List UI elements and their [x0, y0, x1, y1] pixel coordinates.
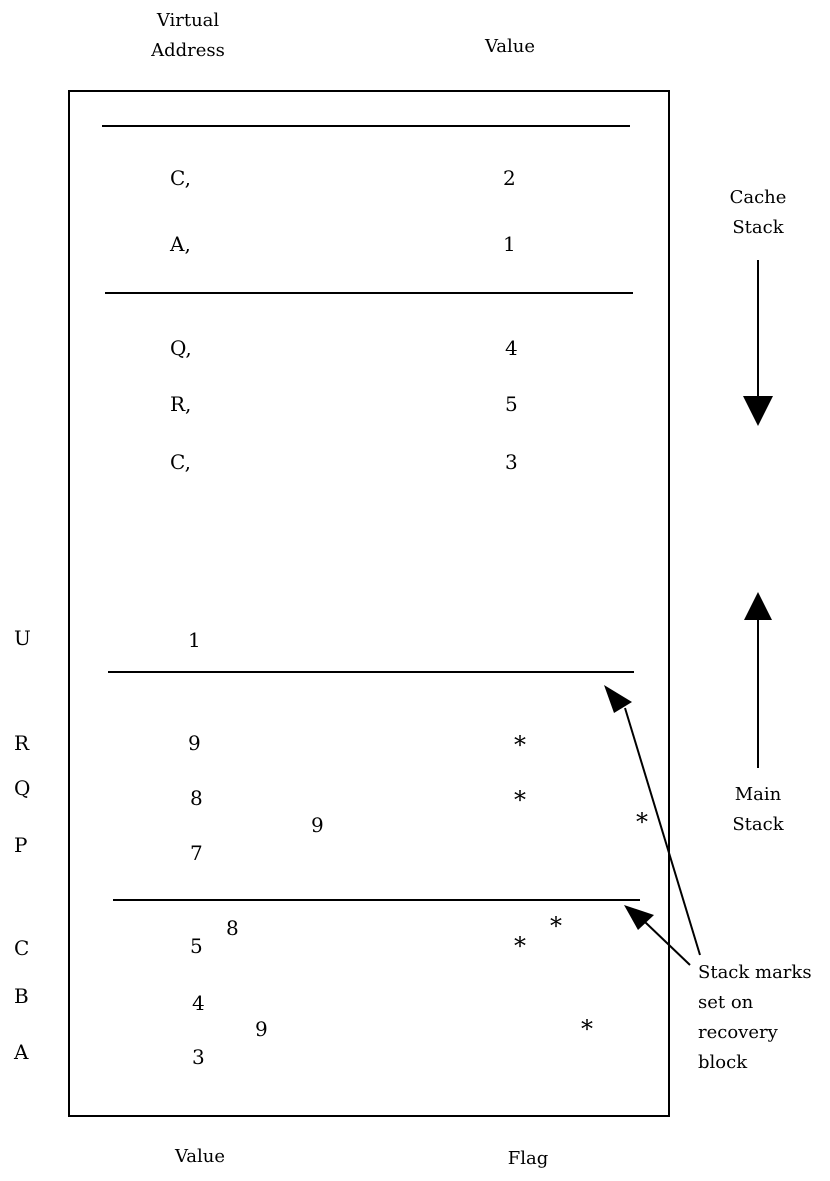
cache-row-value: 4 [505, 336, 518, 360]
virtual-address-header: Virtual Address [151, 10, 225, 61]
main-row-name: B [14, 984, 29, 1008]
main-row-name: Q [14, 776, 31, 800]
main-row-value: 3 [192, 1045, 205, 1069]
main-row-value: 1 [188, 628, 201, 652]
stack-mark-pointer-lower [644, 921, 691, 966]
stack-mark-pointer-upper [624, 707, 701, 956]
main-row-name: A [14, 1040, 29, 1064]
value-footer: Value [174, 1146, 226, 1167]
overwrite-value: 9 [311, 813, 324, 837]
cache-row-address: C, [170, 166, 191, 190]
cache-stack-label: Cache Stack [729, 187, 787, 238]
value-header: Value [484, 36, 536, 57]
cache-row-value: 5 [505, 392, 518, 416]
main-stack-label: Main Stack [732, 784, 784, 835]
main-row-flag: * [514, 731, 526, 759]
main-row-value: 5 [190, 934, 203, 958]
flag-footer: Flag [507, 1148, 549, 1169]
cache-row-address: C, [170, 450, 191, 474]
cache-stack-arrowhead [743, 396, 773, 426]
main-row-value: 4 [192, 991, 205, 1015]
stack-marks-annotation: Stack marks set on recovery block [698, 962, 812, 1073]
cache-row-value: 3 [505, 450, 518, 474]
main-stack-arrowhead [744, 592, 772, 620]
main-row-flag: * [514, 932, 526, 960]
main-row-value: 7 [190, 841, 203, 865]
overwrite-value: 9 [255, 1017, 268, 1041]
overwrite-flag: * [550, 912, 562, 940]
cache-row-value: 1 [503, 232, 516, 256]
cache-row-address: R, [170, 392, 192, 416]
main-row-name: R [14, 731, 30, 755]
main-row-name: C [14, 936, 30, 960]
stack-mark-arrowhead-upper [604, 685, 632, 713]
stack-mark-arrowhead-lower [624, 905, 654, 930]
main-row-name: P [14, 833, 28, 857]
overwrite-flag: * [636, 808, 648, 836]
cache-row-address: Q, [170, 336, 192, 360]
main-row-value: 9 [188, 731, 201, 755]
main-row-name: U [14, 626, 31, 650]
overwrite-flag: * [581, 1015, 593, 1043]
cache-row-address: A, [170, 232, 191, 256]
main-row-flag: * [514, 786, 526, 814]
cache-row-value: 2 [503, 166, 516, 190]
main-row-value: 8 [190, 786, 203, 810]
overwrite-value: 8 [226, 916, 239, 940]
memory-frame [68, 90, 670, 1117]
